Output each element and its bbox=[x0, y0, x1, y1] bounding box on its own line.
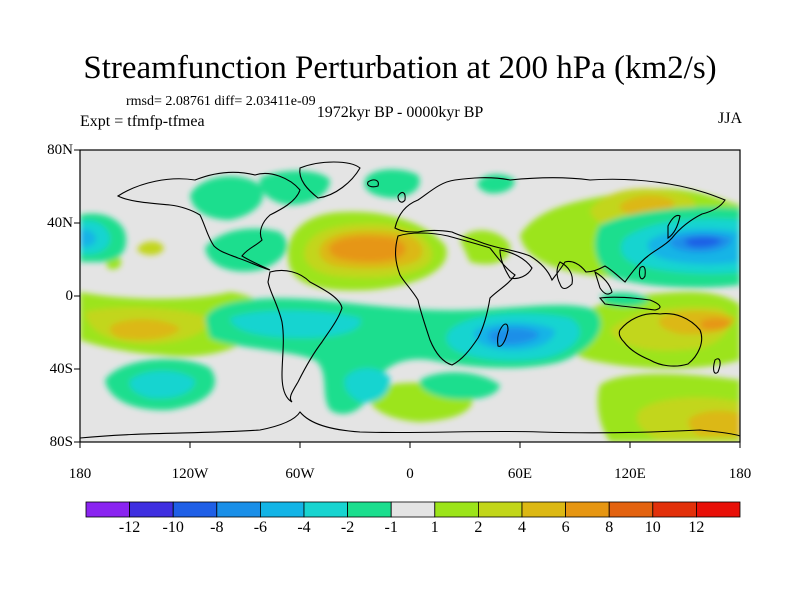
south-america-coast bbox=[267, 269, 343, 403]
negative-region bbox=[364, 169, 420, 198]
greenland-coast bbox=[299, 161, 361, 199]
colorbar-label: 8 bbox=[605, 519, 614, 536]
new-zealand-coast bbox=[713, 358, 721, 374]
colorbar-swatch bbox=[521, 501, 566, 518]
indonesia-coast bbox=[598, 296, 661, 311]
colorbar-swatch bbox=[696, 501, 741, 518]
negative-region bbox=[259, 170, 330, 205]
lat-label: 0 bbox=[65, 288, 74, 304]
colorbar-label: 2 bbox=[474, 519, 483, 536]
colorbar-label: -10 bbox=[162, 519, 184, 536]
lon-label: 180 bbox=[68, 466, 92, 482]
madagascar-coast bbox=[497, 323, 509, 347]
axis-ticks bbox=[74, 149, 741, 448]
lon-label: 120E bbox=[614, 466, 646, 482]
positive-region bbox=[137, 241, 164, 256]
lat-label: 40S bbox=[49, 361, 73, 377]
colorbar-swatch bbox=[390, 501, 436, 518]
colorbar-label: -2 bbox=[340, 519, 355, 536]
india-coast bbox=[556, 261, 573, 290]
positive-region bbox=[329, 236, 406, 262]
negative-region bbox=[230, 310, 361, 338]
antarctica-coast bbox=[80, 411, 740, 439]
north-america-coast bbox=[116, 171, 301, 271]
positive-region bbox=[110, 319, 180, 340]
negative-region bbox=[190, 176, 264, 220]
colorbar-swatch bbox=[303, 501, 348, 518]
colorbar-swatch bbox=[477, 501, 523, 518]
colorbar-swatch bbox=[608, 501, 654, 518]
colorbar-label: 10 bbox=[644, 519, 661, 536]
colorbar bbox=[85, 501, 741, 518]
negative-region bbox=[344, 368, 391, 403]
lat-label: 80N bbox=[47, 142, 73, 158]
colorbar-label: 6 bbox=[561, 519, 570, 536]
europe-coast bbox=[394, 177, 726, 283]
colorbar-swatch bbox=[85, 501, 130, 518]
colorbar-label: 12 bbox=[688, 519, 705, 536]
negative-region bbox=[129, 371, 195, 399]
colorbar-swatch bbox=[434, 501, 479, 518]
chart-title: Streamfunction Perturbation at 200 hPa (… bbox=[83, 50, 717, 86]
africa-coast bbox=[395, 232, 516, 366]
negative-region bbox=[80, 229, 96, 247]
negative-region bbox=[684, 237, 722, 248]
southeast-asia-coast bbox=[594, 270, 613, 295]
philippines-coast bbox=[638, 265, 646, 280]
colorbar-swatch bbox=[216, 501, 261, 518]
colorbar-swatch bbox=[652, 501, 697, 518]
uk-coast bbox=[397, 191, 406, 203]
negative-region bbox=[205, 228, 288, 272]
stats-text: rmsd= 2.08761 diff= 2.03411e-09 bbox=[126, 94, 316, 109]
lon-label: 60E bbox=[507, 466, 533, 482]
colorbar-label: -1 bbox=[384, 519, 398, 536]
lon-label: 0 bbox=[406, 466, 414, 482]
colorbar-swatch bbox=[347, 501, 392, 518]
colorbar-swatch bbox=[172, 501, 218, 518]
lon-label: 60W bbox=[285, 466, 315, 482]
season-label: JJA bbox=[717, 110, 742, 127]
negative-region bbox=[600, 292, 650, 307]
australia-coast bbox=[618, 313, 703, 367]
colorbar-label: -6 bbox=[253, 519, 268, 536]
lat-label: 80S bbox=[49, 434, 73, 450]
lon-label: 180 bbox=[728, 466, 752, 482]
colorbar-swatch bbox=[129, 501, 174, 518]
colorbar-label: 1 bbox=[430, 519, 439, 536]
japan-coast bbox=[667, 214, 681, 240]
colorbar-label: 4 bbox=[518, 519, 526, 536]
colorbar-label: -4 bbox=[297, 519, 311, 536]
colorbar-swatch bbox=[565, 501, 610, 518]
colorbar-label: -12 bbox=[118, 519, 141, 536]
positive-region bbox=[700, 318, 732, 330]
lat-label: 40N bbox=[47, 215, 73, 231]
negative-region bbox=[488, 327, 540, 345]
lon-label: 120W bbox=[171, 466, 209, 482]
negative-region bbox=[419, 372, 500, 400]
colorbar-swatch bbox=[259, 501, 305, 518]
colorbar-label: -8 bbox=[210, 519, 224, 536]
iceland-coast bbox=[367, 179, 379, 188]
period-label: 1972kyr BP - 0000kyr BP bbox=[316, 104, 484, 121]
experiment-label: Expt = tfmfp-tfmea bbox=[80, 113, 205, 130]
arabia-coast bbox=[499, 249, 533, 280]
coastlines bbox=[80, 161, 740, 439]
